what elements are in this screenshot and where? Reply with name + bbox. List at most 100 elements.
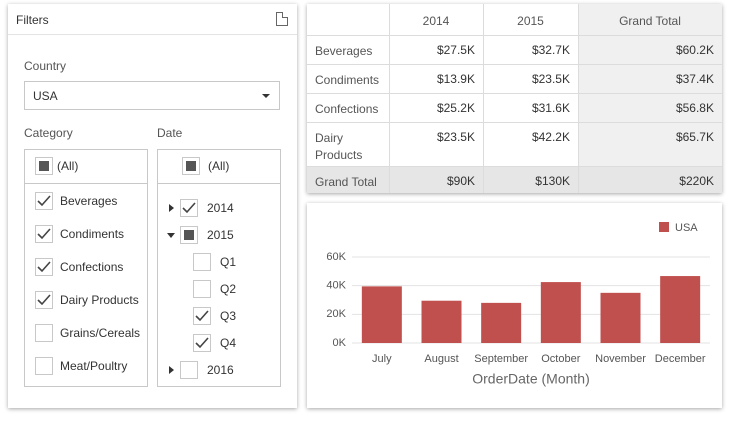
list-item: Beverages bbox=[60, 194, 118, 208]
checkbox[interactable] bbox=[180, 361, 198, 379]
column-header: Grand Total bbox=[619, 14, 681, 28]
list-item: (All) bbox=[208, 159, 230, 173]
checkbox[interactable] bbox=[193, 253, 211, 271]
cell: $56.8K bbox=[675, 101, 714, 115]
list-divider bbox=[158, 183, 280, 184]
checkbox[interactable] bbox=[35, 258, 53, 276]
checkbox[interactable] bbox=[182, 157, 200, 175]
grand-total-column bbox=[578, 4, 722, 193]
list-item: Q1 bbox=[220, 255, 237, 269]
list-item: Q4 bbox=[220, 336, 237, 350]
cell: $25.2K bbox=[436, 101, 475, 115]
cell: $60.2K bbox=[675, 43, 714, 57]
check-mark bbox=[195, 337, 209, 349]
row-divider bbox=[307, 166, 722, 167]
list-item: Q3 bbox=[220, 309, 237, 323]
checkbox[interactable] bbox=[35, 357, 53, 375]
cell: $23.5K bbox=[436, 130, 475, 144]
filters-panel: Filters Country USA Category Date (All) Bevera… bbox=[8, 4, 297, 408]
check-mark bbox=[37, 195, 51, 207]
x-axis-title: OrderDate (Month) bbox=[472, 371, 589, 387]
checkbox[interactable] bbox=[193, 280, 211, 298]
list-item: Q2 bbox=[220, 282, 237, 296]
checkbox[interactable] bbox=[193, 307, 211, 325]
row-header: Condiments bbox=[315, 73, 380, 87]
checkbox[interactable] bbox=[35, 192, 53, 210]
pivot-panel: 2014 2015 Grand Total Beverages $27.5K $32.7K… bbox=[307, 4, 722, 193]
chart-panel: 0K 20K 40K 60K July August September October Nov… bbox=[307, 203, 722, 408]
y-tick-label: 60K bbox=[326, 251, 346, 263]
checkbox[interactable] bbox=[193, 334, 211, 352]
cell: $220K bbox=[679, 174, 714, 188]
legend-label: USA bbox=[675, 222, 698, 234]
column-header: 2014 bbox=[422, 14, 450, 28]
country-dropdown[interactable]: USA bbox=[24, 81, 280, 110]
cell: $23.5K bbox=[531, 72, 570, 86]
row-divider bbox=[307, 35, 722, 36]
partial-mark bbox=[39, 161, 49, 171]
checkbox[interactable] bbox=[180, 199, 198, 217]
x-tick-label: December bbox=[655, 353, 706, 365]
cell: $130K bbox=[535, 174, 570, 188]
y-tick-label: 40K bbox=[326, 280, 346, 292]
bar bbox=[481, 302, 522, 343]
x-tick-label: November bbox=[595, 353, 646, 365]
row-header: Beverages bbox=[315, 44, 373, 58]
field-label: Country bbox=[24, 59, 67, 73]
expander[interactable] bbox=[167, 366, 175, 374]
list-divider bbox=[25, 183, 147, 184]
legend-swatch bbox=[659, 222, 669, 232]
cell: $90K bbox=[446, 174, 475, 188]
cell: $37.4K bbox=[675, 72, 714, 86]
partial-mark bbox=[184, 230, 194, 240]
list-item: Confections bbox=[60, 260, 124, 274]
bar bbox=[421, 300, 462, 343]
list-item: (All) bbox=[57, 159, 79, 173]
row-divider bbox=[307, 64, 722, 65]
dropdown-caret bbox=[262, 94, 270, 98]
list-item: Meat/Poultry bbox=[60, 359, 128, 373]
panel-title: Filters bbox=[16, 13, 49, 27]
row-header: Grand Total bbox=[315, 175, 377, 189]
category-list: (All) Beverages Condiments Confections Dairy… bbox=[24, 149, 148, 387]
export-icon[interactable] bbox=[276, 12, 288, 26]
date-list: (All) 2014 2015 Q1 Q2 Q3 Q4 2016 bbox=[157, 149, 281, 387]
dropdown-value: USA bbox=[33, 89, 58, 103]
check-mark bbox=[37, 294, 51, 306]
col-divider bbox=[483, 4, 484, 193]
header-divider bbox=[8, 34, 297, 35]
list-item: 2016 bbox=[207, 363, 234, 377]
row-divider bbox=[307, 122, 722, 123]
checkbox[interactable] bbox=[35, 225, 53, 243]
x-tick-label: August bbox=[424, 353, 458, 365]
cell: $31.6K bbox=[531, 101, 570, 115]
cell: $32.7K bbox=[531, 43, 570, 57]
list-item: Dairy Products bbox=[60, 293, 139, 307]
expander[interactable] bbox=[167, 231, 175, 239]
col-divider bbox=[578, 4, 579, 193]
checkbox[interactable] bbox=[35, 157, 53, 175]
list-item: 2014 bbox=[207, 201, 234, 215]
checkbox[interactable] bbox=[180, 226, 198, 244]
list-item: Grains/Cereals bbox=[60, 326, 141, 340]
cell: $65.7K bbox=[675, 130, 714, 144]
cell: $27.5K bbox=[436, 43, 475, 57]
expander[interactable] bbox=[167, 204, 175, 212]
chart: 0K 20K 40K 60K July August September October Nov… bbox=[326, 222, 710, 387]
x-tick-label: September bbox=[474, 353, 528, 365]
bar bbox=[600, 292, 641, 343]
field-label: Category bbox=[24, 126, 73, 140]
row-header: Dairy Products bbox=[315, 131, 363, 162]
list-item: Condiments bbox=[60, 227, 125, 241]
y-tick-label: 0K bbox=[333, 337, 347, 349]
check-mark bbox=[37, 228, 51, 240]
check-mark bbox=[195, 310, 209, 322]
cell: $42.2K bbox=[531, 130, 570, 144]
bar bbox=[540, 282, 581, 343]
bar bbox=[660, 276, 701, 343]
y-tick-label: 20K bbox=[326, 308, 346, 320]
checkbox[interactable] bbox=[35, 324, 53, 342]
check-mark bbox=[37, 261, 51, 273]
checkbox[interactable] bbox=[35, 291, 53, 309]
